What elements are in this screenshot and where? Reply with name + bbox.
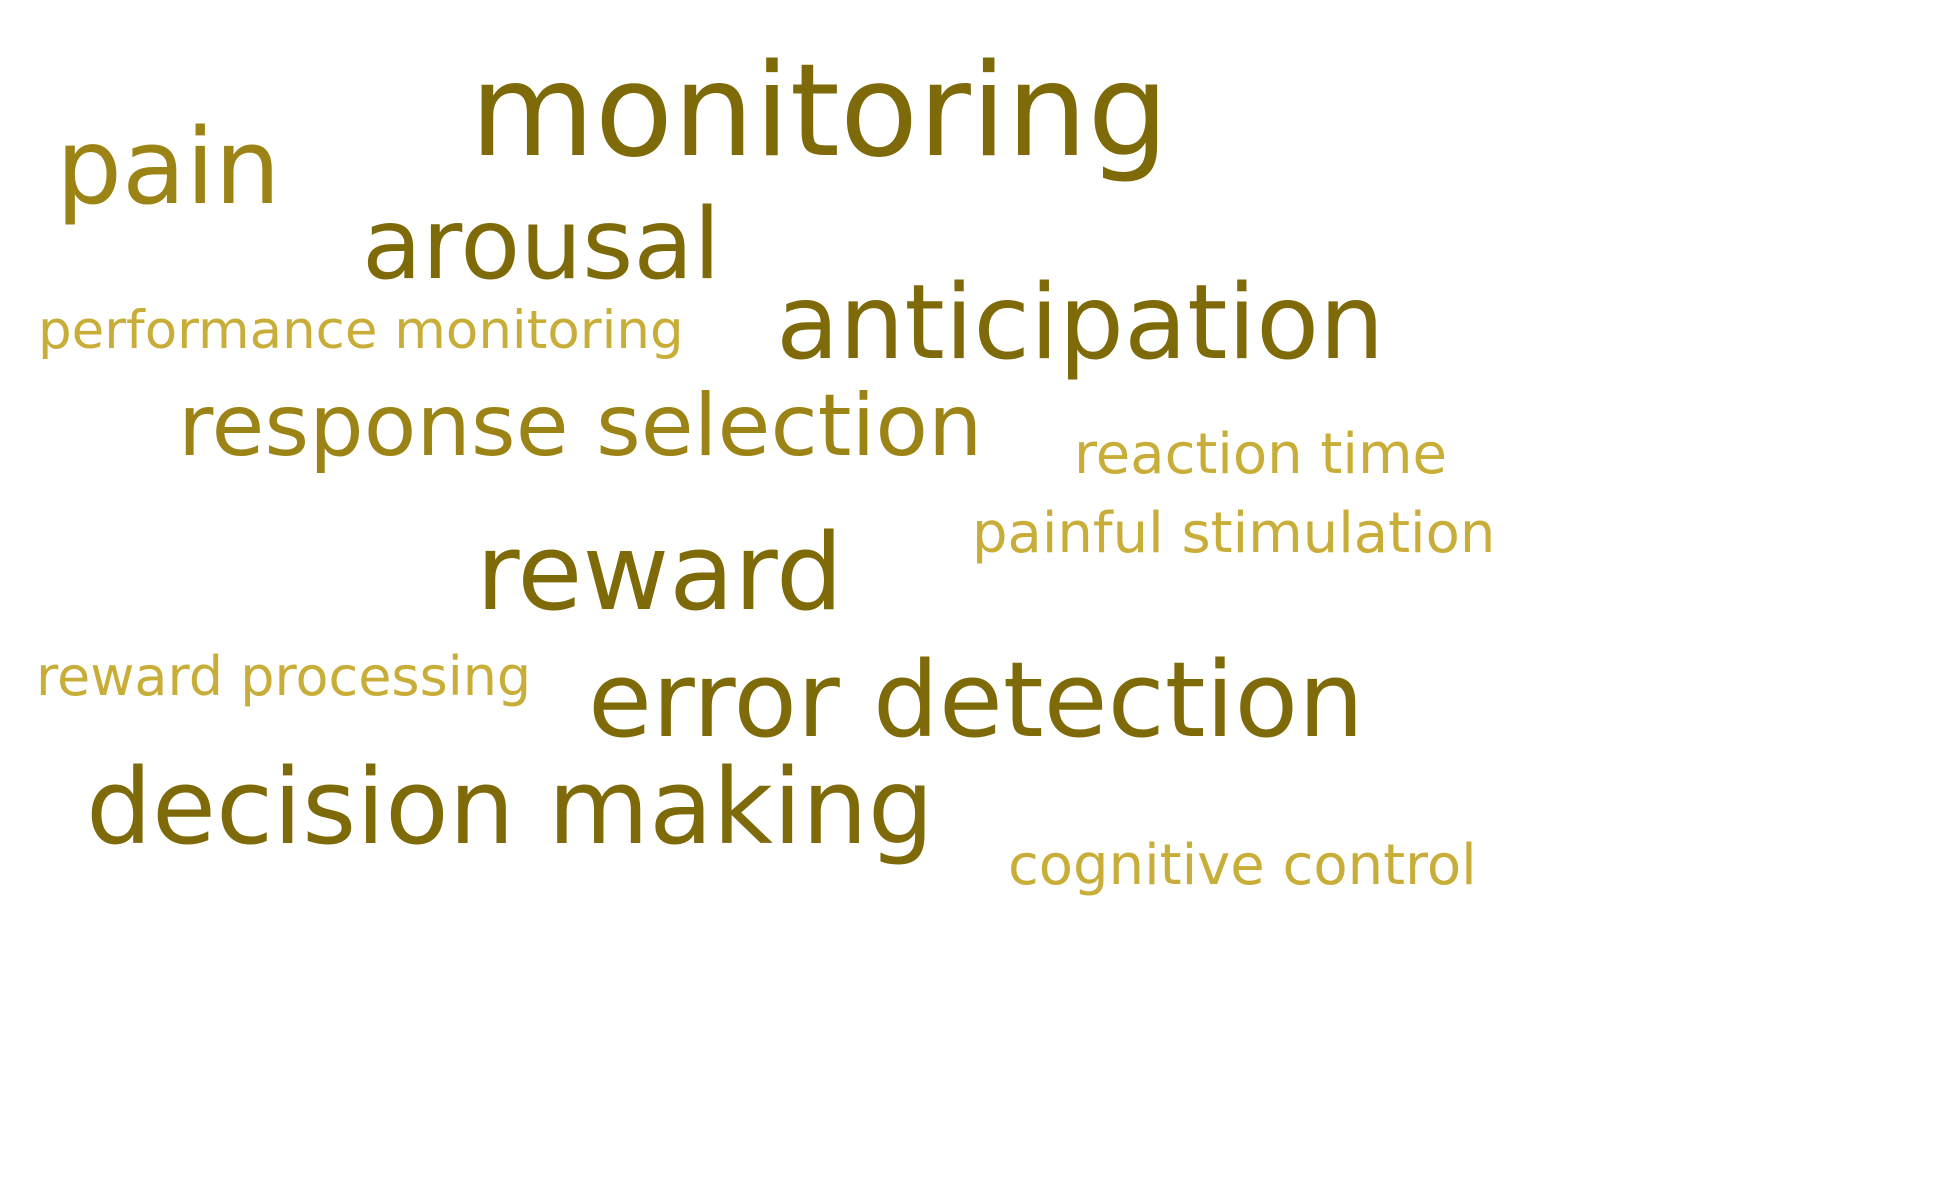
word-anticipation: anticipation <box>776 263 1385 383</box>
word-monitoring: monitoring <box>470 37 1169 186</box>
word-reward: reward <box>476 511 844 634</box>
word-painful-stimulation: painful stimulation <box>972 501 1496 566</box>
word-performance-monitoring: performance monitoring <box>38 300 684 361</box>
word-error-detection: error detection <box>588 639 1364 761</box>
word-response-selection: response selection <box>178 376 983 476</box>
word-decision-making: decision making <box>86 746 934 868</box>
word-cognitive-control: cognitive control <box>1008 833 1477 898</box>
word-arousal: arousal <box>362 188 721 302</box>
word-pain: pain <box>56 106 281 228</box>
word-reaction-time: reaction time <box>1074 422 1447 487</box>
word-reward-processing: reward processing <box>36 645 532 708</box>
